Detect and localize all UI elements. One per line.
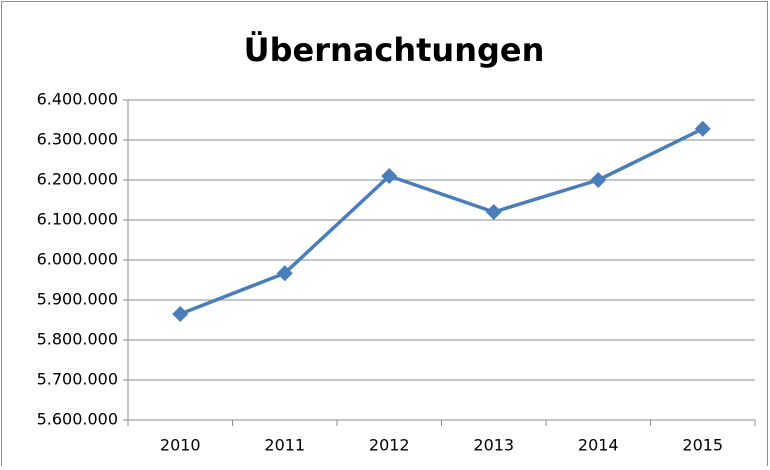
y-tick-label: 6.100.000 bbox=[37, 210, 118, 229]
x-tick-label: 2015 bbox=[682, 436, 723, 455]
marker bbox=[276, 265, 293, 282]
x-tick-label: 2013 bbox=[473, 436, 514, 455]
y-tick-label: 5.600.000 bbox=[37, 410, 118, 429]
y-tick-label: 6.400.000 bbox=[37, 90, 118, 109]
marker bbox=[172, 306, 189, 322]
line bbox=[179, 127, 704, 316]
y-tick-label: 6.200.000 bbox=[37, 170, 118, 189]
y-tick-label: 5.700.000 bbox=[37, 370, 118, 389]
marker bbox=[694, 120, 711, 137]
x-tick-label: 2010 bbox=[160, 436, 201, 455]
x-tick-label: 2014 bbox=[578, 436, 619, 455]
x-tick-label: 2011 bbox=[264, 436, 305, 455]
y-tick-label: 6.000.000 bbox=[37, 250, 118, 269]
y-tick-label: 5.900.000 bbox=[37, 290, 118, 309]
marker bbox=[485, 204, 502, 220]
chart-title: Übernachtungen bbox=[244, 31, 545, 69]
y-tick-label: 6.300.000 bbox=[37, 130, 118, 149]
x-tick-label: 2012 bbox=[369, 436, 410, 455]
marker bbox=[590, 172, 607, 188]
y-tick-label: 5.800.000 bbox=[37, 330, 118, 349]
marker bbox=[381, 168, 398, 184]
